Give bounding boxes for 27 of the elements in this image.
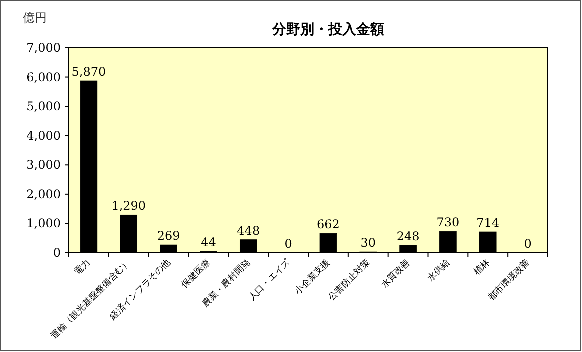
data-label: 730 [436,216,460,230]
data-label: 448 [237,224,260,238]
y-tick-label: 6,000 [26,70,61,84]
y-tick-label: 1,000 [26,216,61,231]
data-label: 44 [201,236,217,250]
y-tick-label: 5,000 [26,100,61,114]
data-label: 269 [157,229,180,244]
y-tick-label: 2,000 [26,187,61,202]
x-tick-label: 電力 [72,257,94,278]
x-tick-label: 保健医療 [180,257,213,291]
data-label: 5,870 [72,65,106,80]
data-label: 248 [396,230,420,244]
y-tick-label: 0 [53,246,61,260]
y-tick-label: 7,000 [26,41,61,55]
y-axis-title: 億円 [23,11,47,25]
data-label: 1,290 [112,199,146,214]
x-tick-label: 植林 [472,257,492,278]
y-tick-label: 4,000 [26,128,61,143]
data-label: 0 [284,237,292,251]
chart-title: 分野別・投入金額 [272,21,384,38]
x-tick-label: 水質改善 [379,257,412,291]
data-label: 0 [524,237,532,251]
data-label: 714 [476,216,500,230]
data-label: 662 [317,218,340,232]
y-tick-label: 3,000 [26,158,61,172]
x-tick-label: 水供給 [425,257,452,284]
data-label: 30 [360,236,376,250]
